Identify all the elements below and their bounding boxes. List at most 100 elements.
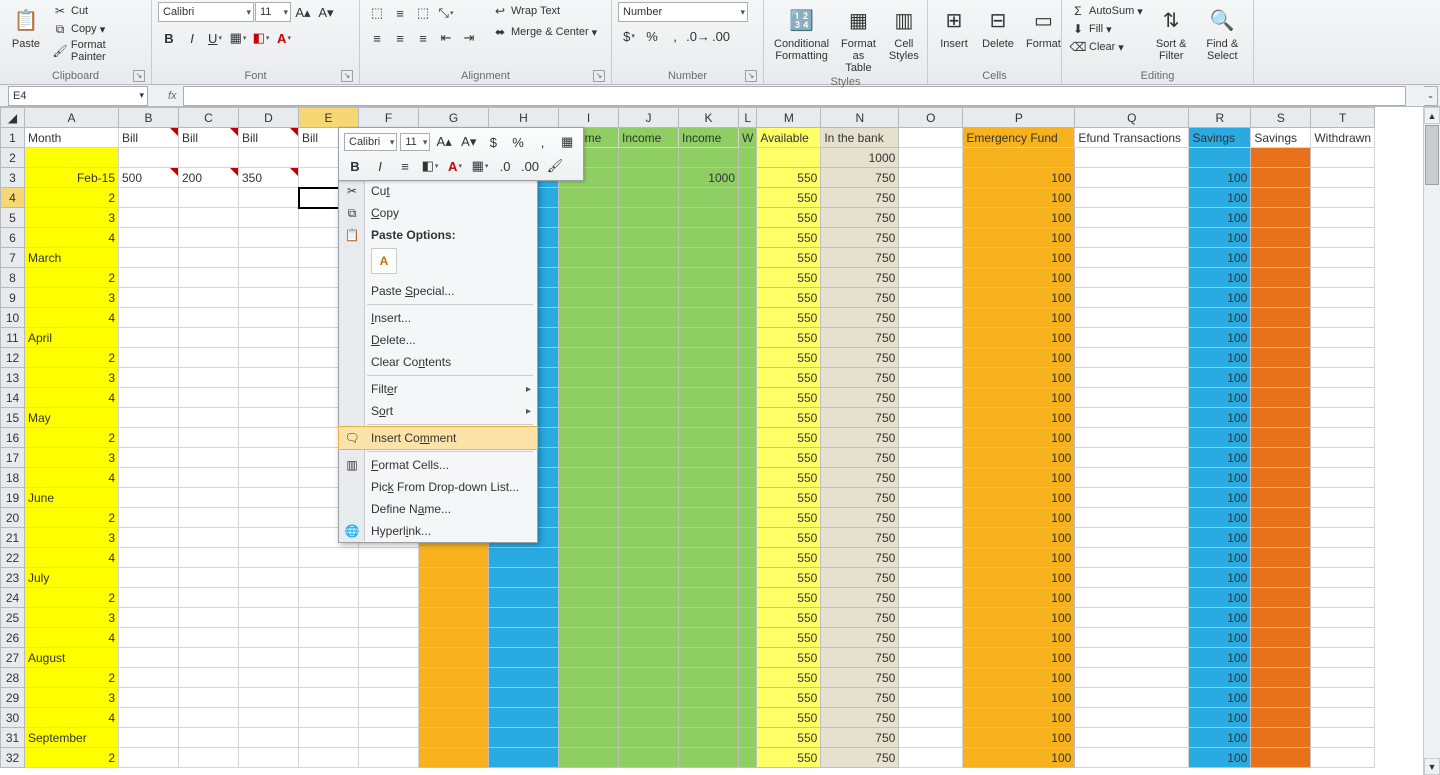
cell-S31[interactable] bbox=[1251, 728, 1311, 748]
cell-I31[interactable] bbox=[559, 728, 619, 748]
cell-S32[interactable] bbox=[1251, 748, 1311, 768]
cell-L23[interactable] bbox=[739, 568, 757, 588]
cell-N31[interactable]: 750 bbox=[821, 728, 899, 748]
cell-O27[interactable] bbox=[899, 648, 963, 668]
cell-J29[interactable] bbox=[619, 688, 679, 708]
cell-J11[interactable] bbox=[619, 328, 679, 348]
cell-R9[interactable]: 100 bbox=[1189, 288, 1251, 308]
cell-N2[interactable]: 1000 bbox=[821, 148, 899, 168]
cell-J6[interactable] bbox=[619, 228, 679, 248]
paste-default-button[interactable]: A bbox=[371, 248, 397, 274]
cell-I15[interactable] bbox=[559, 408, 619, 428]
cell-E27[interactable] bbox=[299, 648, 359, 668]
mini-percent[interactable]: % bbox=[507, 131, 529, 153]
cell-P18[interactable]: 100 bbox=[963, 468, 1075, 488]
ctx-insert[interactable]: Insert... bbox=[339, 307, 537, 329]
row-header-21[interactable]: 21 bbox=[1, 528, 25, 548]
cell-D23[interactable] bbox=[239, 568, 299, 588]
cell-L5[interactable] bbox=[739, 208, 757, 228]
cell-L25[interactable] bbox=[739, 608, 757, 628]
cell-A27[interactable]: August bbox=[25, 648, 119, 668]
mini-table[interactable]: ▦ bbox=[556, 131, 578, 153]
row-header-6[interactable]: 6 bbox=[1, 228, 25, 248]
cell-S10[interactable] bbox=[1251, 308, 1311, 328]
increase-decimal-button[interactable]: .0→ bbox=[687, 25, 709, 47]
cell-Q18[interactable] bbox=[1075, 468, 1189, 488]
row-header-24[interactable]: 24 bbox=[1, 588, 25, 608]
cell-B14[interactable] bbox=[119, 388, 179, 408]
cell-P3[interactable]: 100 bbox=[963, 168, 1075, 188]
ctx-clear-contents[interactable]: Clear Contents bbox=[339, 351, 537, 373]
cell-K11[interactable] bbox=[679, 328, 739, 348]
cell-I4[interactable] bbox=[559, 188, 619, 208]
cell-S6[interactable] bbox=[1251, 228, 1311, 248]
cell-O9[interactable] bbox=[899, 288, 963, 308]
cell-O16[interactable] bbox=[899, 428, 963, 448]
cell-D15[interactable] bbox=[239, 408, 299, 428]
col-header-E[interactable]: E bbox=[299, 108, 359, 128]
cell-I20[interactable] bbox=[559, 508, 619, 528]
cell-E29[interactable] bbox=[299, 688, 359, 708]
underline-button[interactable]: U bbox=[204, 27, 226, 49]
cell-I18[interactable] bbox=[559, 468, 619, 488]
cell-C9[interactable] bbox=[179, 288, 239, 308]
cell-P23[interactable]: 100 bbox=[963, 568, 1075, 588]
cell-O25[interactable] bbox=[899, 608, 963, 628]
cell-R30[interactable]: 100 bbox=[1189, 708, 1251, 728]
cell-I6[interactable] bbox=[559, 228, 619, 248]
cell-Q30[interactable] bbox=[1075, 708, 1189, 728]
col-header-J[interactable]: J bbox=[619, 108, 679, 128]
cell-O29[interactable] bbox=[899, 688, 963, 708]
sort-filter-button[interactable]: ⇅Sort & Filter bbox=[1149, 2, 1194, 64]
row-header-20[interactable]: 20 bbox=[1, 508, 25, 528]
cell-K6[interactable] bbox=[679, 228, 739, 248]
cell-M32[interactable]: 550 bbox=[757, 748, 821, 768]
cell-E30[interactable] bbox=[299, 708, 359, 728]
cell-H27[interactable] bbox=[489, 648, 559, 668]
cell-J2[interactable] bbox=[619, 148, 679, 168]
cell-B3[interactable]: 500 bbox=[119, 168, 179, 188]
cell-B8[interactable] bbox=[119, 268, 179, 288]
cell-B32[interactable] bbox=[119, 748, 179, 768]
cell-H22[interactable] bbox=[489, 548, 559, 568]
cell-F30[interactable] bbox=[359, 708, 419, 728]
scroll-up-arrow[interactable]: ▲ bbox=[1424, 107, 1440, 124]
cell-T9[interactable] bbox=[1311, 288, 1375, 308]
mini-grow-font[interactable]: A▴ bbox=[433, 131, 455, 153]
alignment-dialog-launcher[interactable]: ↘ bbox=[593, 70, 605, 82]
cell-B1[interactable]: Bill bbox=[119, 128, 179, 148]
cell-R16[interactable]: 100 bbox=[1189, 428, 1251, 448]
col-header-S[interactable]: S bbox=[1251, 108, 1311, 128]
row-header-17[interactable]: 17 bbox=[1, 448, 25, 468]
cell-N27[interactable]: 750 bbox=[821, 648, 899, 668]
cell-K23[interactable] bbox=[679, 568, 739, 588]
cell-I17[interactable] bbox=[559, 448, 619, 468]
number-format-select[interactable]: Number bbox=[618, 2, 748, 22]
cell-L12[interactable] bbox=[739, 348, 757, 368]
italic-button[interactable]: I bbox=[181, 27, 203, 49]
cell-L9[interactable] bbox=[739, 288, 757, 308]
conditional-formatting-button[interactable]: 🔢Conditional Formatting bbox=[770, 2, 833, 64]
cell-A11[interactable]: April bbox=[25, 328, 119, 348]
fx-icon[interactable]: fx bbox=[168, 90, 177, 102]
cell-D19[interactable] bbox=[239, 488, 299, 508]
ctx-cut[interactable]: ✂Cut bbox=[339, 180, 537, 202]
cell-T26[interactable] bbox=[1311, 628, 1375, 648]
cell-I26[interactable] bbox=[559, 628, 619, 648]
cell-A1[interactable]: Month bbox=[25, 128, 119, 148]
cell-C19[interactable] bbox=[179, 488, 239, 508]
cell-O18[interactable] bbox=[899, 468, 963, 488]
cell-L31[interactable] bbox=[739, 728, 757, 748]
increase-indent-button[interactable]: ⇥ bbox=[458, 27, 480, 49]
cell-L22[interactable] bbox=[739, 548, 757, 568]
cell-A17[interactable]: 3 bbox=[25, 448, 119, 468]
cell-E23[interactable] bbox=[299, 568, 359, 588]
cell-M23[interactable]: 550 bbox=[757, 568, 821, 588]
cell-J5[interactable] bbox=[619, 208, 679, 228]
ctx-filter[interactable]: Filter bbox=[339, 378, 537, 400]
cell-L13[interactable] bbox=[739, 368, 757, 388]
cell-T8[interactable] bbox=[1311, 268, 1375, 288]
cell-A21[interactable]: 3 bbox=[25, 528, 119, 548]
cell-N8[interactable]: 750 bbox=[821, 268, 899, 288]
cell-R10[interactable]: 100 bbox=[1189, 308, 1251, 328]
